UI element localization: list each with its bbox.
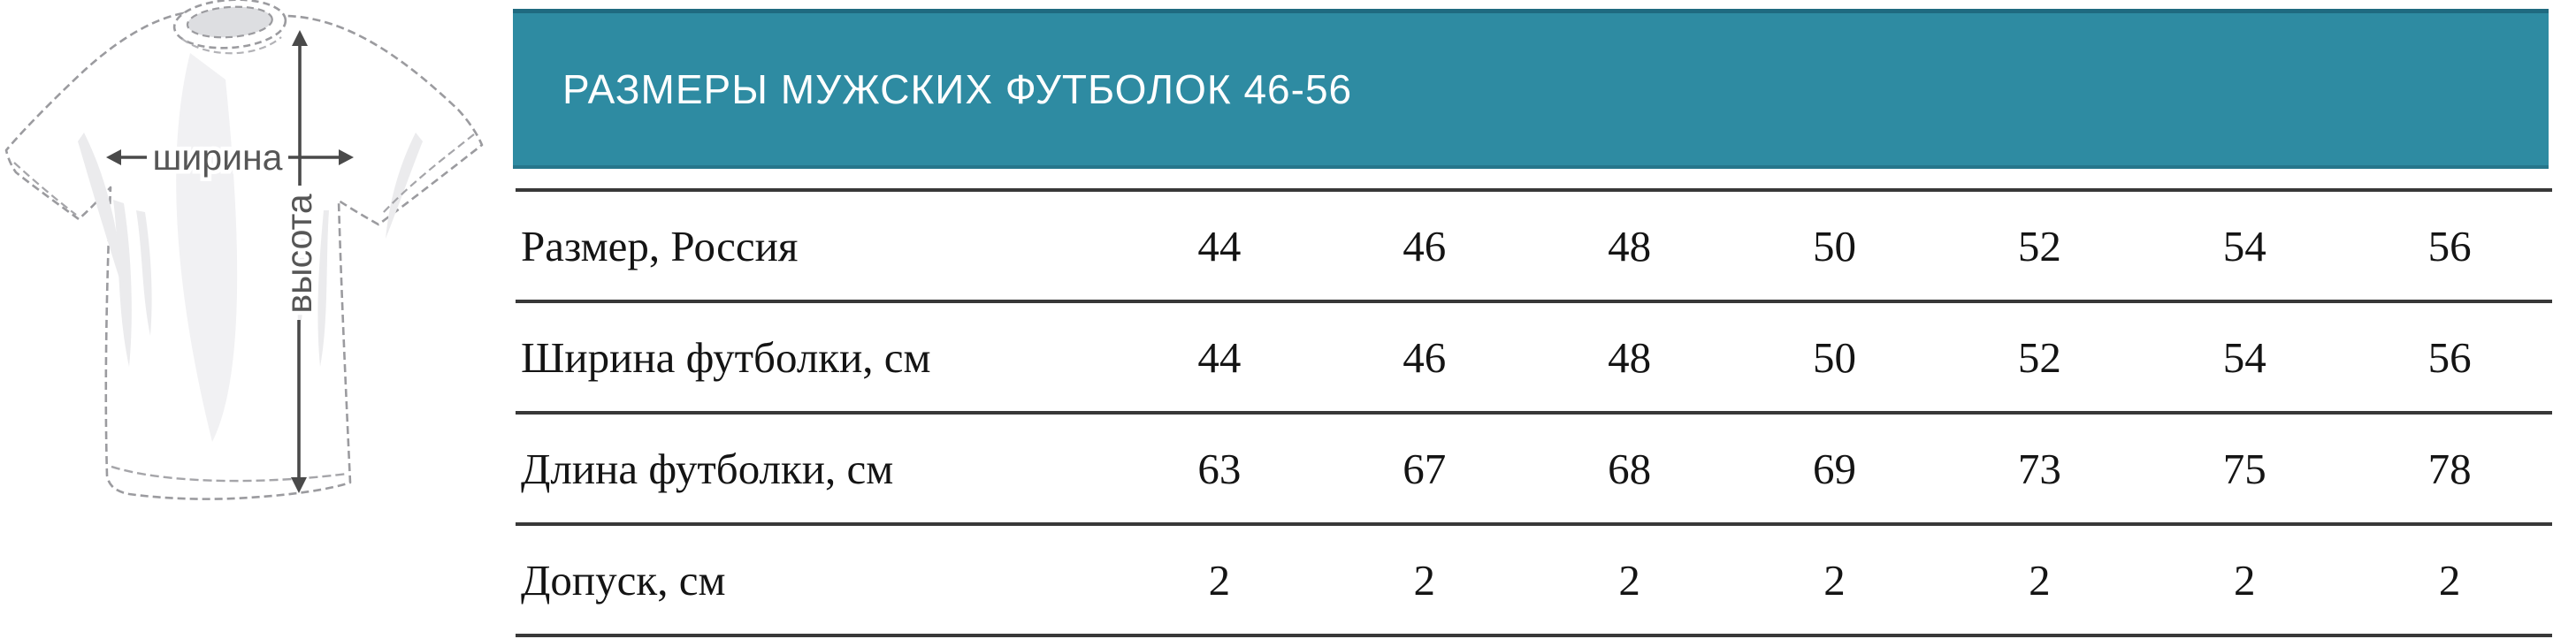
tolerance-value: 2: [1413, 555, 1436, 605]
collar: [172, 0, 287, 49]
size-value: 50: [1813, 221, 1856, 270]
row-label: Размер, Россия: [521, 221, 799, 270]
tolerance-value: 2: [1618, 555, 1640, 605]
table-row-shirt-width: Ширина футболки, см 44 46 48 50 52 54 56: [516, 303, 2552, 415]
collar-shadow-line: [181, 36, 282, 55]
table-row-tolerance: Допуск, см 2 2 2 2 2 2 2: [516, 526, 2552, 637]
tshirt-shading: [78, 53, 423, 442]
table-row-size-russia: Размер, Россия 44 46 48 50 52 54 56: [516, 192, 2552, 303]
length-value: 78: [2427, 444, 2472, 493]
length-value: 68: [1608, 444, 1652, 493]
length-value: 69: [1813, 444, 1856, 493]
width-dimension-label: ширина: [153, 137, 283, 178]
width-value: 56: [2427, 332, 2472, 382]
tolerance-value: 2: [2233, 555, 2256, 605]
width-value: 46: [1403, 332, 1447, 382]
length-value: 67: [1403, 444, 1447, 493]
tshirt-body-outline: [4, 8, 484, 500]
size-table: Размер, Россия 44 46 48 50 52 54 56 Шири…: [516, 188, 2552, 637]
width-value: 48: [1608, 332, 1652, 382]
table-row-shirt-length: Длина футболки, см 63 67 68 69 73 75 78: [516, 415, 2552, 526]
length-value: 63: [1197, 444, 1242, 493]
tolerance-value: 2: [1823, 555, 1846, 605]
length-value: 75: [2222, 444, 2266, 493]
length-value: 73: [2017, 444, 2061, 493]
width-value: 54: [2222, 332, 2266, 382]
page-title: РАЗМЕРЫ МУЖСКИХ ФУТБОЛОК 46-56: [562, 66, 1353, 112]
size-value: 52: [2017, 221, 2061, 270]
row-label: Ширина футболки, см: [521, 332, 931, 382]
size-value: 54: [2222, 221, 2266, 270]
dimension-arrows: [106, 30, 354, 493]
width-value: 44: [1197, 332, 1242, 382]
row-label: Допуск, см: [521, 555, 726, 605]
size-value: 44: [1197, 221, 1242, 270]
tshirt-illustration: ширина высота: [4, 0, 484, 500]
left-cuff-line: [13, 162, 77, 216]
row-label: Длина футболки, см: [521, 444, 894, 493]
tshirt-diagram: ширина высота: [0, 0, 495, 548]
width-value: 52: [2017, 332, 2061, 382]
height-dimension-label: высота: [279, 194, 319, 313]
right-cuff-line: [381, 133, 475, 215]
size-value: 56: [2427, 221, 2472, 270]
tolerance-value: 2: [2029, 555, 2051, 605]
tolerance-value: 2: [2438, 555, 2461, 605]
width-value: 50: [1813, 332, 1856, 382]
tolerance-value: 2: [1208, 555, 1231, 605]
size-value: 48: [1608, 221, 1652, 270]
size-value: 46: [1403, 221, 1447, 270]
tshirt-hem-line: [111, 465, 348, 483]
header-bar: РАЗМЕРЫ МУЖСКИХ ФУТБОЛОК 46-56: [513, 9, 2549, 169]
